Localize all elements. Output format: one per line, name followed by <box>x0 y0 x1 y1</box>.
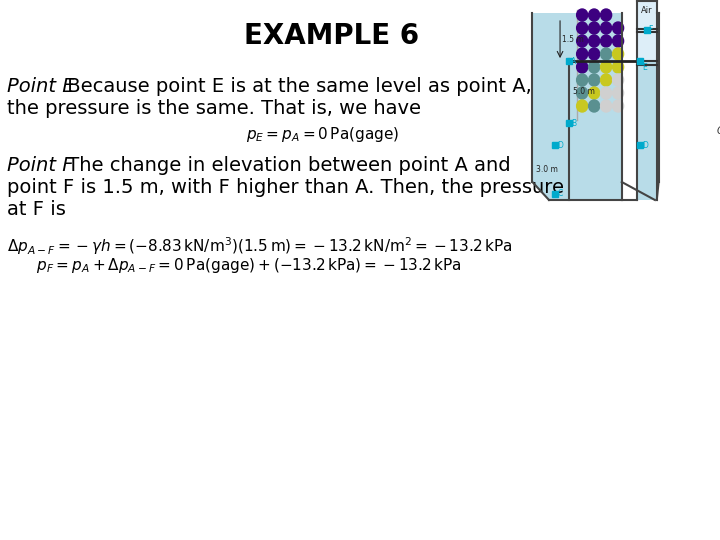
Circle shape <box>613 61 624 73</box>
Circle shape <box>613 48 624 60</box>
Circle shape <box>613 35 624 47</box>
Circle shape <box>589 100 600 112</box>
Text: EXAMPLE 6: EXAMPLE 6 <box>244 22 419 50</box>
Text: $\quad\quad p_F = p_A + \Delta p_{A-F} = 0\,\mathrm{Pa(gage)} + (-13.2\,\mathrm{: $\quad\quad p_F = p_A + \Delta p_{A-F} =… <box>7 256 462 275</box>
Bar <box>636 1 657 61</box>
Circle shape <box>613 100 624 112</box>
Text: Oil: Oil <box>716 125 720 136</box>
Circle shape <box>577 35 588 47</box>
Circle shape <box>577 74 588 86</box>
Text: A: A <box>571 57 576 65</box>
Circle shape <box>589 61 600 73</box>
Circle shape <box>589 9 600 21</box>
Circle shape <box>589 48 600 60</box>
Circle shape <box>577 87 588 99</box>
Circle shape <box>577 22 588 34</box>
Text: 1.5 m: 1.5 m <box>562 35 584 44</box>
Circle shape <box>577 61 588 73</box>
Text: D: D <box>557 140 563 150</box>
Circle shape <box>600 100 611 112</box>
Circle shape <box>589 35 600 47</box>
Circle shape <box>600 9 611 21</box>
Text: $\Delta p_{A-F} = -\gamma h = (-8.83\,\mathrm{kN/m^3})(1.5\,\mathrm{m}) = -13.2\: $\Delta p_{A-F} = -\gamma h = (-8.83\,\m… <box>7 235 513 256</box>
Circle shape <box>600 22 611 34</box>
Text: $p_E = p_A = 0\,\mathrm{Pa(gage)}$: $p_E = p_A = 0\,\mathrm{Pa(gage)}$ <box>246 125 399 144</box>
Text: the pressure is the same. That is, we have: the pressure is the same. That is, we ha… <box>7 99 421 118</box>
Bar <box>636 61 657 200</box>
Text: Point F: Point F <box>7 156 74 175</box>
Circle shape <box>613 87 624 99</box>
Text: Air: Air <box>641 6 652 15</box>
Circle shape <box>577 9 588 21</box>
Circle shape <box>577 100 588 112</box>
Circle shape <box>589 87 600 99</box>
Circle shape <box>600 61 611 73</box>
Text: 3.0 m: 3.0 m <box>536 165 558 174</box>
Circle shape <box>600 87 611 99</box>
Text: point F is 1.5 m, with F higher than A. Then, the pressure: point F is 1.5 m, with F higher than A. … <box>7 178 564 197</box>
Circle shape <box>613 22 624 34</box>
Circle shape <box>589 22 600 34</box>
Polygon shape <box>532 13 622 200</box>
Text: D: D <box>642 140 648 150</box>
Text: Because point E is at the same level as point A,: Because point E is at the same level as … <box>60 77 531 96</box>
Text: 5.0 m: 5.0 m <box>573 86 595 96</box>
Text: Point E: Point E <box>7 77 75 96</box>
Circle shape <box>600 74 611 86</box>
Circle shape <box>577 48 588 60</box>
Circle shape <box>600 48 611 60</box>
Circle shape <box>600 35 611 47</box>
Text: at F is: at F is <box>7 200 66 219</box>
Text: The change in elevation between point A and: The change in elevation between point A … <box>60 156 510 175</box>
Circle shape <box>589 74 600 86</box>
Text: C: C <box>557 190 562 199</box>
Circle shape <box>613 74 624 86</box>
Text: E: E <box>642 63 647 71</box>
Text: B: B <box>571 118 576 127</box>
Text: F: F <box>649 25 653 35</box>
